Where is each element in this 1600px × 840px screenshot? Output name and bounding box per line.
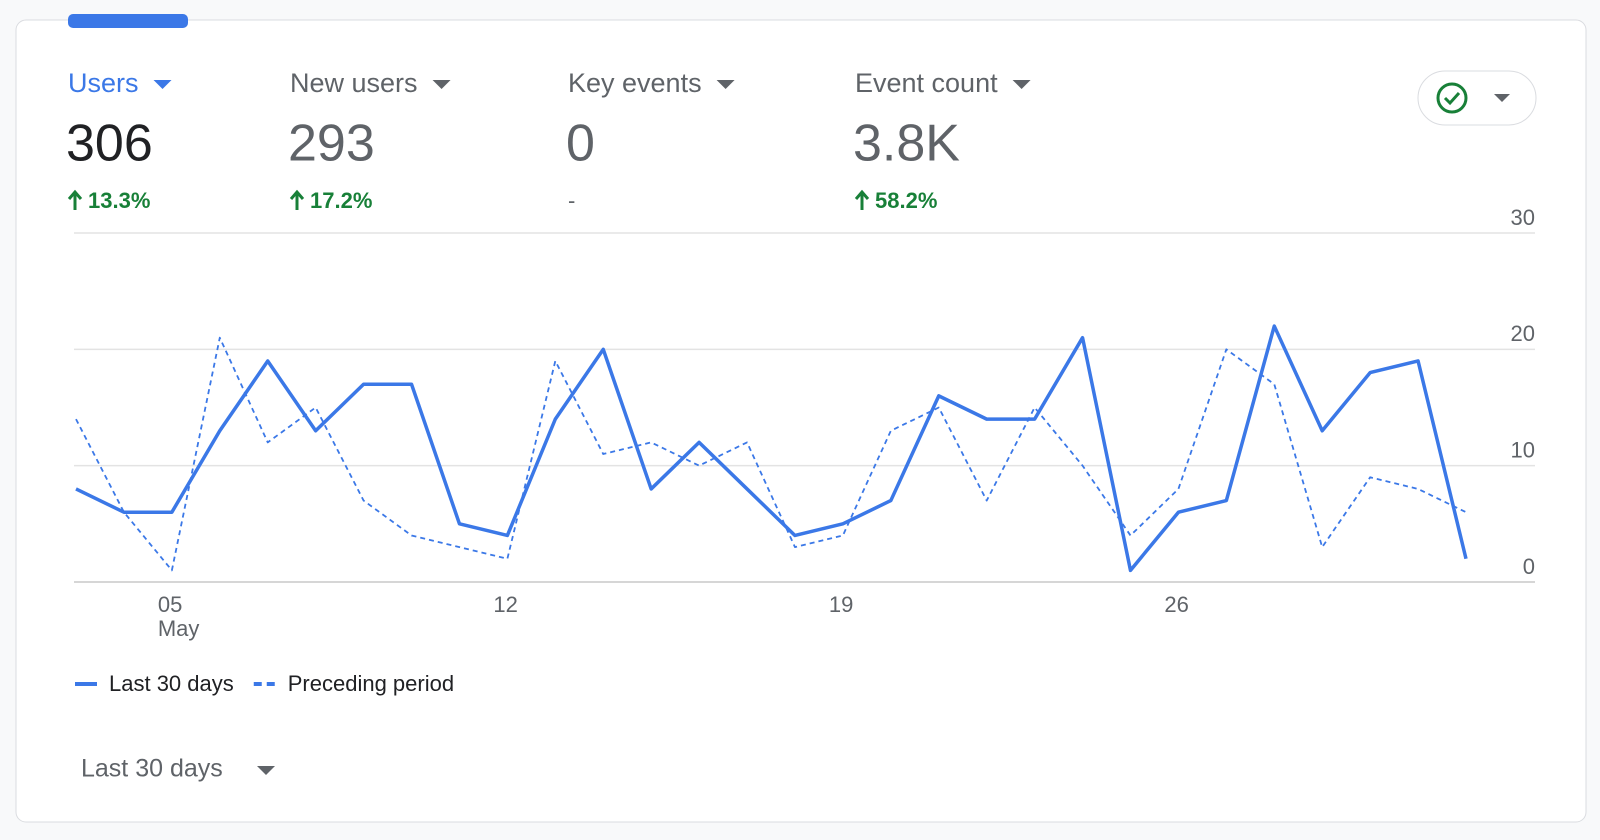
date-range-dropdown[interactable]: Last 30 days: [81, 755, 275, 783]
series-line: [75, 324, 1468, 573]
y-tick-label: 20: [1511, 321, 1535, 346]
up-arrow-icon: [67, 189, 83, 210]
metric-value: 306: [66, 115, 153, 173]
check-mark: [1443, 91, 1461, 106]
metric-label[interactable]: Event count: [855, 68, 998, 98]
metric-value: 3.8K: [853, 115, 960, 173]
y-tick-label: 0: [1523, 554, 1535, 579]
metric-value: 0: [566, 115, 595, 173]
up-arrow-icon: [289, 189, 305, 210]
dropdown-arrow: [716, 80, 735, 89]
legend-label: Last 30 days: [109, 671, 234, 696]
up-arrow-icon: [854, 189, 870, 210]
legend-label: Preceding period: [288, 671, 454, 696]
x-tick-label: 05: [158, 592, 182, 617]
metric-label[interactable]: New users: [290, 68, 418, 98]
y-tick-label: 10: [1511, 437, 1535, 462]
dropdown-arrow: [432, 80, 451, 89]
metric-change: 58.2%: [875, 188, 937, 213]
series-line: [75, 336, 1467, 572]
dropdown-arrow: [1012, 80, 1031, 89]
metric-change: 17.2%: [310, 188, 372, 213]
status-button[interactable]: [1417, 70, 1537, 126]
check-icon: [1436, 82, 1468, 114]
metric-change: -: [568, 188, 575, 213]
x-tick-label: 12: [493, 592, 517, 617]
metric-change: 13.3%: [88, 188, 150, 213]
metric-label[interactable]: Key events: [568, 68, 702, 98]
active-tab-indicator: [68, 14, 188, 28]
y-tick-label: 30: [1511, 205, 1535, 230]
dropdown-arrow: [257, 766, 275, 775]
card: [15, 19, 1587, 823]
metric-label[interactable]: Users: [68, 68, 139, 98]
date-range-label: Last 30 days: [81, 755, 223, 783]
x-month-label: May: [158, 616, 200, 641]
dropdown-arrow: [153, 80, 172, 89]
x-tick-label: 26: [1164, 592, 1188, 617]
x-tick-label: 19: [829, 592, 853, 617]
metric-value: 293: [288, 115, 375, 173]
dropdown-arrow: [1494, 94, 1510, 102]
